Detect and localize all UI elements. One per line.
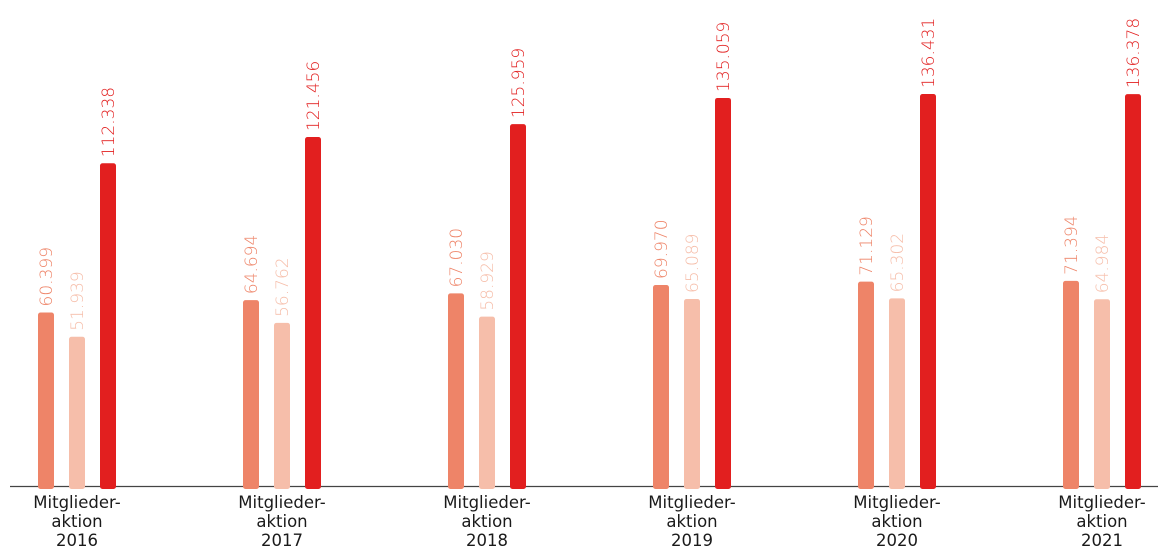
value-label-5-1: 71.129: [857, 216, 877, 275]
category-label-3-line-3: 2018: [466, 531, 508, 550]
bar-5-2: [889, 298, 905, 489]
value-label-1-3: 112.338: [99, 87, 119, 157]
value-label-4-1: 69.970: [652, 219, 672, 278]
value-label-4-2: 65.089: [683, 233, 703, 292]
category-label-5: Mitglieder-aktion 2020: [853, 493, 940, 550]
value-label-1-2: 51.939: [68, 271, 88, 330]
bar-1-2: [69, 336, 85, 489]
category-label-4-line-1: Mitglieder-: [648, 493, 735, 512]
category-label-1: Mitglieder-aktion 2016: [33, 493, 120, 550]
bar-3-3: [510, 124, 526, 489]
value-label-6-3: 136.378: [1124, 18, 1144, 88]
category-label-3: Mitglieder-aktion 2018: [443, 493, 530, 550]
value-label-3-3: 125.959: [509, 48, 529, 118]
bar-4-2: [684, 298, 700, 489]
bar-6-2: [1094, 299, 1110, 489]
category-label-1-line-3: 2016: [56, 531, 98, 550]
category-label-5-line-2: aktion: [871, 512, 922, 531]
bar-4-3: [715, 97, 731, 490]
bar-5-3: [920, 94, 936, 489]
category-label-3-line-1: Mitglieder-: [443, 493, 530, 512]
value-label-2-1: 64.694: [242, 235, 262, 294]
category-label-4-line-2: aktion: [666, 512, 717, 531]
value-label-6-1: 71.394: [1062, 215, 1082, 274]
bar-1-3: [100, 163, 116, 489]
category-label-5-line-3: 2020: [876, 531, 918, 550]
category-label-2-line-3: 2017: [261, 531, 303, 550]
bar-1-1: [38, 312, 54, 489]
bar-2-3: [305, 137, 321, 490]
category-label-5-line-1: Mitglieder-: [853, 493, 940, 512]
category-label-1-line-2: aktion: [51, 512, 102, 531]
value-label-2-3: 121.456: [304, 61, 324, 131]
category-label-6-line-2: aktion: [1076, 512, 1127, 531]
bar-4-1: [653, 284, 669, 489]
value-label-6-2: 64.984: [1093, 234, 1113, 293]
bar-2-2: [274, 322, 290, 489]
category-label-6-line-3: 2021: [1081, 531, 1123, 550]
bars-layer: [38, 94, 1141, 490]
value-label-5-3: 136.431: [919, 18, 939, 88]
category-label-3-line-2: aktion: [461, 512, 512, 531]
value-label-5-2: 65.302: [888, 233, 908, 292]
value-label-1-1: 60.399: [37, 247, 57, 306]
category-label-6: Mitglieder-aktion 2021: [1058, 493, 1145, 550]
bar-3-1: [448, 293, 464, 489]
bar-6-1: [1063, 280, 1079, 489]
value-label-4-3: 135.059: [714, 22, 734, 92]
bar-3-2: [479, 316, 495, 489]
bar-6-3: [1125, 94, 1141, 489]
category-label-2-line-2: aktion: [256, 512, 307, 531]
category-label-2-line-1: Mitglieder-: [238, 493, 325, 512]
value-label-3-2: 58.929: [478, 251, 498, 310]
category-label-4-line-3: 2019: [671, 531, 713, 550]
bar-5-1: [858, 281, 874, 489]
value-label-2-2: 56.762: [273, 257, 293, 316]
value-labels-layer: 60.399 51.939 112.338 64.694 56.762 121.456 67…: [37, 18, 1144, 331]
value-label-3-1: 67.030: [447, 228, 467, 287]
category-label-1-line-1: Mitglieder-: [33, 493, 120, 512]
category-label-4: Mitglieder-aktion 2019: [648, 493, 735, 550]
category-label-6-line-1: Mitglieder-: [1058, 493, 1145, 512]
bar-2-1: [243, 300, 259, 489]
category-label-2: Mitglieder-aktion 2017: [238, 493, 325, 550]
